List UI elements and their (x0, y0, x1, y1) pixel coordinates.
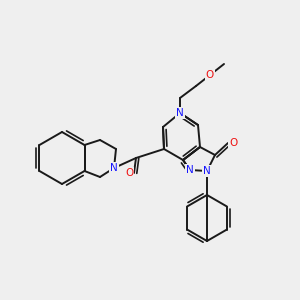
Text: O: O (206, 70, 214, 80)
Text: N: N (186, 165, 194, 175)
Text: N: N (176, 108, 184, 118)
Text: O: O (229, 138, 237, 148)
Text: N: N (186, 165, 194, 175)
Text: O: O (125, 168, 133, 178)
Text: N: N (203, 166, 211, 176)
Text: N: N (110, 163, 118, 173)
Text: O: O (125, 168, 133, 178)
Text: O: O (230, 138, 238, 148)
Text: O: O (206, 70, 214, 80)
Text: N: N (203, 166, 211, 176)
Text: N: N (176, 108, 184, 118)
Text: N: N (110, 163, 118, 173)
